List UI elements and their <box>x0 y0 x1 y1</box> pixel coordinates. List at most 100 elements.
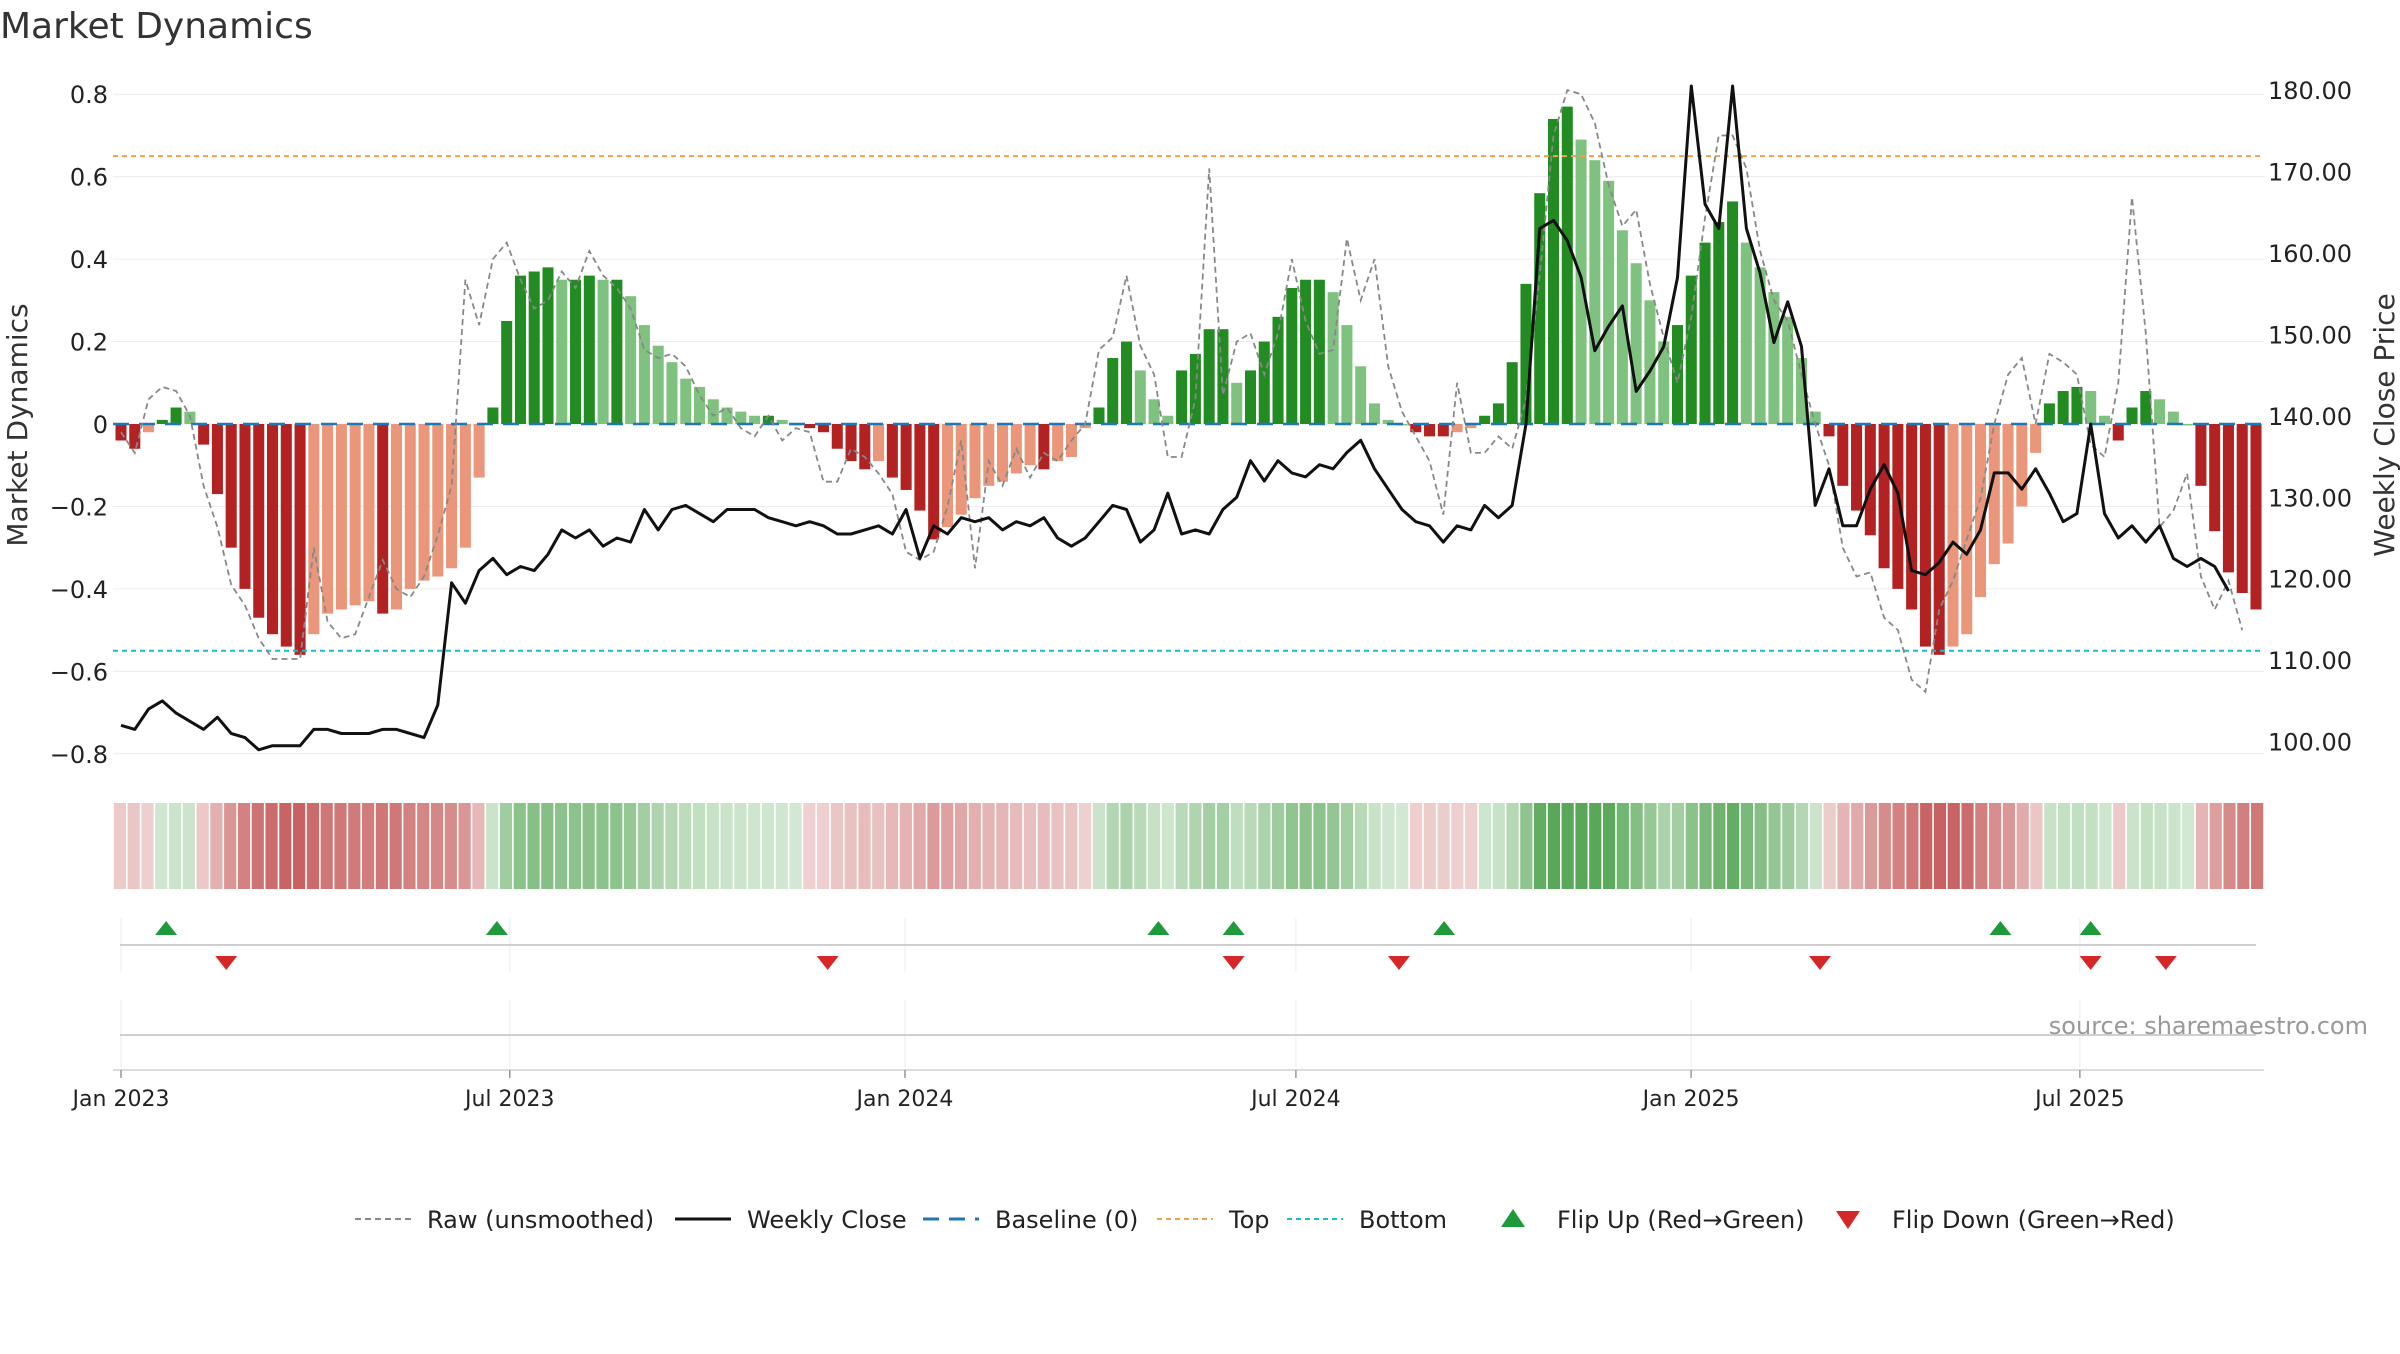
dynamics-bar <box>267 424 279 635</box>
dynamics-bar <box>1107 358 1119 424</box>
dynamics-bar <box>1327 292 1339 424</box>
regime-cell <box>2209 803 2222 889</box>
y2-tick-label: 180.00 <box>2268 77 2352 105</box>
regime-cell <box>1230 803 1243 889</box>
regime-cell <box>168 803 182 889</box>
legend-label: Bottom <box>1359 1206 1447 1234</box>
dynamics-bar <box>1465 424 1477 429</box>
dynamics-bar <box>1961 424 1973 635</box>
regime-cell <box>1037 803 1050 889</box>
regime-cell <box>1147 803 1161 889</box>
dynamics-bar <box>762 415 774 424</box>
regime-cell <box>1961 803 1974 889</box>
y2-tick-label: 110.00 <box>2268 647 2352 675</box>
dynamics-bar <box>1548 118 1560 424</box>
dynamics-bar <box>873 424 885 462</box>
dynamics-bar <box>1134 370 1146 424</box>
dynamics-bar <box>487 407 499 424</box>
dynamics-bar <box>1437 424 1449 437</box>
regime-cell <box>679 803 692 889</box>
dynamics-bar <box>1906 424 1918 610</box>
regime-cell <box>1809 803 1822 889</box>
dynamics-bar <box>611 279 623 424</box>
dynamics-bar <box>2085 391 2097 424</box>
regime-cell <box>417 803 430 889</box>
regime-cell <box>1078 803 1092 889</box>
regime-cell <box>555 803 568 889</box>
regime-cell <box>1768 803 1781 889</box>
dynamics-bar <box>1038 424 1050 470</box>
regime-cell <box>775 803 788 889</box>
regime-cell <box>1561 803 1574 889</box>
regime-cell <box>1506 803 1519 889</box>
dynamics-bar <box>1410 424 1422 433</box>
dynamics-bar <box>1093 407 1105 424</box>
regime-cell <box>1134 803 1147 889</box>
x-tick-label: Jul 2025 <box>2033 1087 2125 1112</box>
dynamics-bar <box>308 424 320 635</box>
regime-cell <box>1189 803 1202 889</box>
dynamics-bar <box>859 424 871 470</box>
dynamics-bar <box>1630 263 1642 424</box>
dynamics-bar <box>1382 419 1394 424</box>
regime-cell <box>2182 803 2195 889</box>
dynamics-bar <box>1892 424 1904 589</box>
dynamics-bar <box>1933 424 1945 655</box>
x-tick-label: Jul 2023 <box>463 1087 555 1112</box>
regime-cell <box>1947 803 1960 889</box>
regime-cell <box>1520 803 1533 889</box>
regime-cell <box>1106 803 1119 889</box>
y2-tick-label: 170.00 <box>2268 159 2352 187</box>
regime-cell <box>1396 803 1409 889</box>
regime-cell <box>1644 803 1657 889</box>
dynamics-bar <box>2250 424 2262 610</box>
regime-cell <box>2085 803 2098 889</box>
regime-cell <box>361 803 375 889</box>
regime-cell <box>1616 803 1629 889</box>
regime-cell <box>610 803 623 889</box>
y-tick-label: −0.2 <box>50 493 108 521</box>
dynamics-bar <box>473 424 485 478</box>
flip-down-marker <box>1808 956 1831 970</box>
dynamics-bar <box>432 424 444 577</box>
regime-cell <box>568 803 582 889</box>
regime-cell <box>968 803 981 889</box>
dynamics-bar <box>556 279 568 424</box>
regime-cell <box>1409 803 1423 889</box>
regime-cell <box>996 803 1009 889</box>
y-tick-label: 0.2 <box>70 329 108 357</box>
dynamics-bar <box>1919 424 1931 647</box>
y-tick-label: 0.4 <box>70 246 108 274</box>
legend-swatch-flip-down <box>1836 1211 1860 1229</box>
dynamics-bar <box>363 424 375 602</box>
regime-cell <box>334 803 347 889</box>
regime-cell <box>761 803 775 889</box>
dynamics-bar <box>1603 180 1615 424</box>
regime-cell <box>182 803 195 889</box>
dynamics-bar <box>625 296 637 424</box>
dynamics-bar <box>1368 403 1380 424</box>
regime-cell <box>1313 803 1326 889</box>
regime-cell <box>1630 803 1643 889</box>
regime-cell <box>1782 803 1795 889</box>
flip-down-marker <box>2154 956 2177 970</box>
dynamics-bar <box>845 424 857 462</box>
regime-cell <box>1699 803 1712 889</box>
regime-cell <box>348 803 361 889</box>
dynamics-bar <box>2126 407 2138 424</box>
dynamics-bar <box>2043 403 2055 424</box>
regime-cell <box>2237 803 2250 889</box>
dynamics-bar <box>1024 424 1036 466</box>
flip-up-marker <box>1147 921 1170 935</box>
regime-cell <box>2195 803 2209 889</box>
regime-cell <box>499 803 513 889</box>
dynamics-bar <box>694 386 706 424</box>
dynamics-bar <box>1699 242 1711 424</box>
dynamics-bar <box>638 325 650 424</box>
dynamics-bar <box>198 424 210 445</box>
regime-cell <box>1216 803 1230 889</box>
dynamics-bar <box>1947 424 1959 647</box>
dynamics-bar <box>1795 358 1807 424</box>
flip-down-marker <box>1387 956 1410 970</box>
